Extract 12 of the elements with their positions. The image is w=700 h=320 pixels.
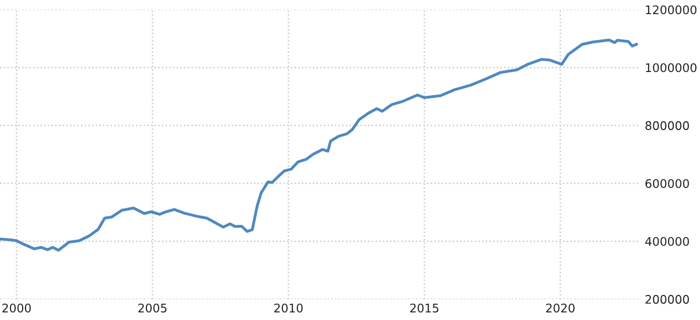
x-tick-label: 2010 [274, 304, 303, 313]
y-tick-label: 600000 [645, 179, 689, 188]
x-tick-label: 2000 [2, 304, 31, 313]
y-tick-label: 1200000 [646, 5, 696, 14]
x-tick-label: 2015 [410, 304, 438, 313]
x-tick-label: 2020 [546, 304, 575, 313]
y-tick-label: 1000000 [646, 63, 696, 72]
x-tick-label: 2005 [138, 304, 167, 313]
y-tick-label: 400000 [645, 237, 689, 246]
y-tick-label: 200000 [646, 294, 689, 304]
line-series [0, 38, 638, 252]
y-tick-label: 800000 [645, 121, 689, 130]
